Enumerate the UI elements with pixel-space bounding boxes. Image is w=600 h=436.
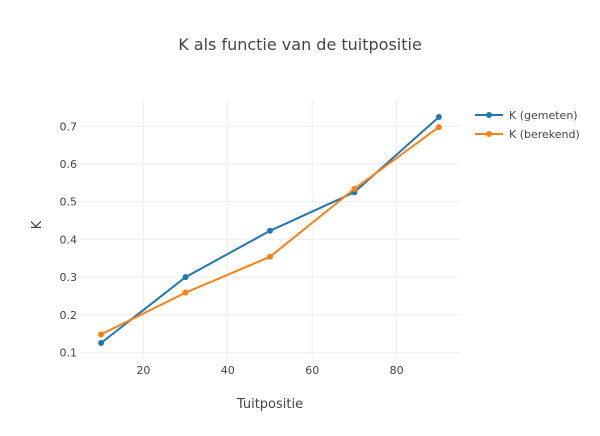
x-tick-label: 20 <box>136 364 150 377</box>
x-axis-ticks: 20 40 60 80 <box>136 364 403 377</box>
data-point[interactable] <box>267 253 273 260</box>
grid <box>80 100 460 360</box>
legend-label: K (berekend) <box>509 128 580 141</box>
data-point[interactable] <box>351 185 358 192</box>
data-point[interactable] <box>435 124 442 131</box>
y-axis-ticks: 0.1 0.2 0.3 0.4 0.5 0.6 0.7 <box>60 120 78 359</box>
legend-item[interactable]: K (gemeten) <box>475 109 578 122</box>
legend-label: K (gemeten) <box>509 109 578 122</box>
x-axis-title: Tuitpositie <box>236 397 303 412</box>
data-point[interactable] <box>98 331 105 338</box>
data-point[interactable] <box>98 340 105 347</box>
legend-swatch-marker <box>486 112 492 118</box>
data-point[interactable] <box>182 289 189 296</box>
x-tick-label: 60 <box>305 364 319 377</box>
chart-title: K als functie van de tuitpositie <box>178 35 422 54</box>
legend-swatch-marker <box>486 131 492 137</box>
data-point[interactable] <box>182 274 189 281</box>
series-group <box>98 113 442 347</box>
x-tick-label: 80 <box>390 364 404 377</box>
y-tick-label: 0.7 <box>60 120 78 133</box>
y-tick-label: 0.1 <box>60 346 78 359</box>
x-tick-label: 40 <box>221 364 235 377</box>
legend-item[interactable]: K (berekend) <box>475 128 580 141</box>
y-tick-label: 0.3 <box>60 271 78 284</box>
y-tick-label: 0.6 <box>60 158 78 171</box>
data-point[interactable] <box>267 227 273 234</box>
y-tick-label: 0.2 <box>60 309 78 322</box>
y-axis-title: K <box>30 220 45 229</box>
y-tick-label: 0.5 <box>60 196 78 209</box>
legend[interactable]: K (gemeten) K (berekend) <box>475 109 580 141</box>
data-point[interactable] <box>435 113 442 120</box>
series-2 <box>98 124 442 338</box>
y-tick-label: 0.4 <box>60 233 78 246</box>
